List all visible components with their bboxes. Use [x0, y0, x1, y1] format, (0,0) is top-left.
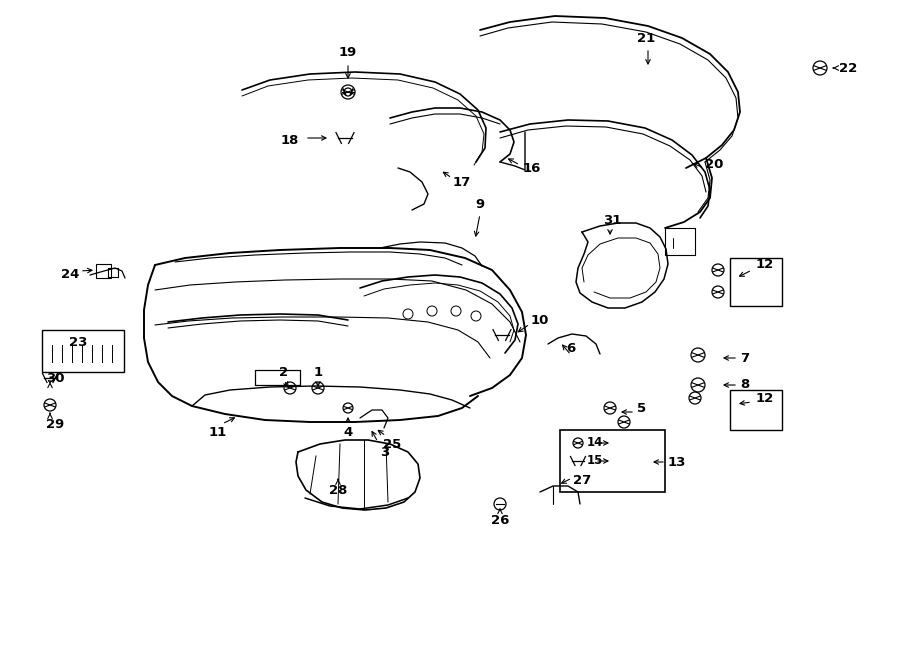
Text: 14: 14: [587, 436, 603, 449]
Text: 19: 19: [339, 46, 357, 59]
Bar: [560, 430, 665, 492]
Bar: [96, 264, 111, 278]
Text: 23: 23: [68, 336, 87, 348]
Text: 24: 24: [61, 268, 79, 280]
Bar: [730, 258, 782, 306]
Text: 2: 2: [279, 366, 289, 379]
Text: 26: 26: [491, 514, 509, 527]
Text: 12: 12: [756, 258, 774, 272]
Text: 7: 7: [741, 352, 750, 364]
Text: 12: 12: [756, 391, 774, 405]
Text: 8: 8: [741, 379, 750, 391]
Text: 13: 13: [668, 455, 686, 469]
Text: 17: 17: [453, 176, 471, 188]
Text: 30: 30: [46, 371, 64, 385]
Text: 21: 21: [637, 32, 655, 44]
Text: 28: 28: [328, 483, 347, 496]
Text: 31: 31: [603, 214, 621, 227]
Text: 16: 16: [523, 161, 541, 175]
Text: 3: 3: [381, 446, 390, 459]
Text: 20: 20: [705, 159, 724, 171]
Text: 4: 4: [344, 426, 353, 438]
Text: 5: 5: [637, 401, 646, 414]
Text: 1: 1: [313, 366, 322, 379]
Text: 9: 9: [475, 198, 484, 210]
Text: 15: 15: [587, 455, 603, 467]
Text: 6: 6: [566, 342, 576, 354]
Text: 29: 29: [46, 418, 64, 430]
Text: 27: 27: [573, 473, 591, 486]
Text: 25: 25: [382, 438, 401, 451]
Text: 10: 10: [531, 313, 549, 327]
Bar: [730, 390, 782, 430]
Text: 18: 18: [281, 134, 299, 147]
Text: 11: 11: [209, 426, 227, 438]
Bar: [42, 330, 124, 372]
Text: 22: 22: [839, 61, 857, 75]
